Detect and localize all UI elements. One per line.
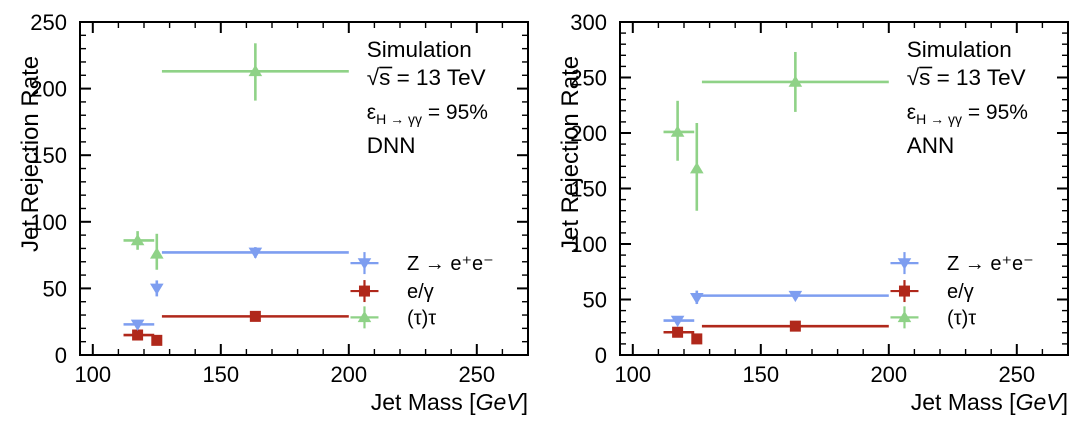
y-tick-label: 300 xyxy=(570,10,607,35)
annotation-model: ANN xyxy=(907,133,955,158)
y-axis-title: Jet Rejection Rate xyxy=(17,56,44,252)
data-marker xyxy=(670,125,685,137)
legend-label: (τ)τ xyxy=(947,307,976,329)
y-tick-label: 50 xyxy=(43,276,67,301)
data-marker xyxy=(150,247,164,259)
series-triangle-down xyxy=(123,247,349,331)
x-tick-label: 200 xyxy=(870,362,907,387)
annotation-efficiency: εH → γγ = 95% xyxy=(367,101,488,127)
y-tick-label: 250 xyxy=(30,10,67,35)
legend-item: (τ)τ xyxy=(350,306,436,329)
y-tick-label: 200 xyxy=(30,77,67,102)
data-marker xyxy=(691,333,703,345)
legend-label: Z → e⁺e⁻ xyxy=(407,253,494,275)
data-marker xyxy=(788,75,803,87)
legend-label: Z → e⁺e⁻ xyxy=(947,253,1034,275)
legend-marker xyxy=(897,310,912,323)
x-tick-label: 250 xyxy=(458,362,495,387)
y-tick-label: 100 xyxy=(30,210,67,235)
annotation-simulation: Simulation xyxy=(367,37,472,62)
data-marker xyxy=(151,334,163,346)
x-tick-label: 200 xyxy=(330,362,367,387)
x-tick-label: 150 xyxy=(202,362,239,387)
legend-marker xyxy=(898,285,910,297)
x-tick-label: 100 xyxy=(614,362,651,387)
data-marker xyxy=(132,329,144,341)
y-tick-label: 250 xyxy=(570,66,607,91)
annotation-energy: √s = 13 TeV xyxy=(907,65,1026,90)
x-axis-title: Jet Mass [GeV] xyxy=(911,389,1068,415)
y-tick-label: 200 xyxy=(570,121,607,146)
legend-marker xyxy=(897,258,912,270)
annotation-model: DNN xyxy=(367,133,416,158)
x-tick-label: 100 xyxy=(74,362,111,387)
legend-marker xyxy=(358,285,370,297)
data-marker xyxy=(690,162,704,174)
y-tick-label: 150 xyxy=(30,143,67,168)
data-marker xyxy=(249,310,261,322)
series-square xyxy=(663,320,889,345)
data-marker xyxy=(672,326,684,338)
legend-label: e/γ xyxy=(407,281,434,303)
series-triangle-down xyxy=(663,290,889,328)
data-marker xyxy=(248,247,263,259)
y-tick-label: 0 xyxy=(595,343,607,368)
x-tick-label: 250 xyxy=(998,362,1035,387)
data-marker xyxy=(670,315,685,328)
annotation-efficiency: εH → γγ = 95% xyxy=(907,101,1028,127)
data-marker xyxy=(248,64,263,77)
series-triangle-up xyxy=(123,43,349,270)
y-tick-label: 100 xyxy=(570,232,607,257)
data-marker xyxy=(788,290,803,303)
y-tick-label: 150 xyxy=(570,177,607,202)
legend-marker xyxy=(357,258,372,270)
legend-item: e/γ xyxy=(350,280,434,303)
y-axis-title: Jet Rejection Rate xyxy=(557,56,584,252)
legend-item: Z → e⁺e⁻ xyxy=(350,252,494,275)
data-marker xyxy=(130,319,145,331)
legend-label: (τ)τ xyxy=(407,307,436,329)
series-square xyxy=(123,310,349,346)
y-tick-label: 50 xyxy=(583,288,607,313)
legend-marker xyxy=(357,310,372,323)
data-marker xyxy=(130,233,145,246)
plot-frame xyxy=(79,21,529,356)
data-marker xyxy=(789,320,801,332)
data-marker xyxy=(150,283,164,295)
ann-chart-panel: 100 150 200 250 0 50 100 150 200 250 300 Jet Mass [… xyxy=(557,10,1069,415)
legend-item: Z → e⁺e⁻ xyxy=(890,252,1034,275)
annotation-simulation: Simulation xyxy=(907,37,1012,62)
legend-item: (τ)τ xyxy=(890,306,976,329)
series-triangle-up xyxy=(663,51,889,211)
x-axis-title: Jet Mass [GeV] xyxy=(371,389,528,415)
x-tick-label: 150 xyxy=(742,362,779,387)
y-tick-label: 0 xyxy=(55,343,67,368)
legend-item: e/γ xyxy=(890,280,974,303)
legend-label: e/γ xyxy=(947,281,974,303)
annotation-energy: √s = 13 TeV xyxy=(367,65,486,90)
